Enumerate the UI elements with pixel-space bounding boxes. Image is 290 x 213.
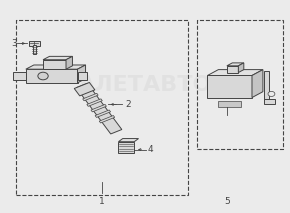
Polygon shape [77, 72, 87, 80]
Polygon shape [83, 93, 98, 101]
Polygon shape [66, 56, 72, 69]
Text: 4: 4 [147, 145, 153, 154]
Bar [218, 101, 241, 106]
Polygon shape [238, 63, 244, 73]
Polygon shape [227, 63, 244, 66]
Text: 5: 5 [224, 197, 230, 206]
Polygon shape [74, 82, 95, 96]
Polygon shape [118, 139, 139, 142]
Bar [264, 71, 269, 100]
Polygon shape [99, 115, 115, 123]
Polygon shape [77, 65, 86, 83]
Bar [16, 20, 188, 195]
Circle shape [38, 72, 48, 80]
Polygon shape [118, 142, 134, 153]
Polygon shape [207, 75, 252, 98]
Polygon shape [43, 56, 72, 60]
Polygon shape [252, 70, 263, 98]
Polygon shape [26, 65, 86, 69]
Polygon shape [227, 66, 238, 73]
Bar [264, 99, 275, 104]
Bar [197, 20, 283, 148]
Polygon shape [76, 83, 122, 134]
Polygon shape [43, 60, 66, 69]
Polygon shape [91, 104, 106, 112]
Text: АЛЕТАВТО: АЛЕТАВТО [78, 75, 212, 95]
Polygon shape [95, 110, 110, 117]
Text: 2: 2 [125, 100, 130, 109]
Bar [33, 45, 36, 53]
Polygon shape [13, 72, 26, 80]
Bar [29, 41, 40, 46]
Text: 1: 1 [99, 197, 105, 206]
Circle shape [268, 91, 275, 96]
Polygon shape [207, 70, 263, 75]
Text: 3: 3 [11, 39, 17, 48]
Polygon shape [26, 69, 77, 83]
Polygon shape [87, 99, 102, 106]
